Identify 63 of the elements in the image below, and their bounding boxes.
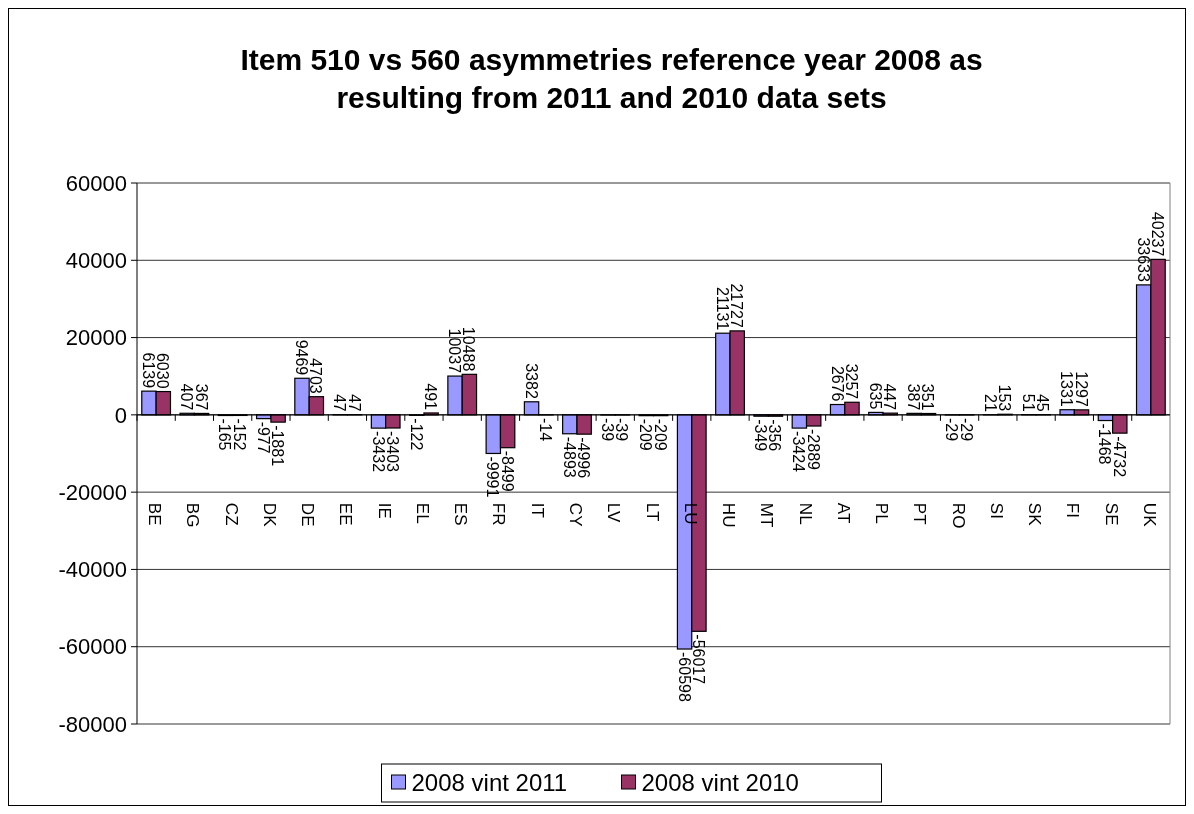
x-tick-label: ES: [451, 502, 471, 526]
data-label: 491: [422, 383, 440, 411]
x-tick-label: SI: [986, 502, 1006, 519]
data-label: -977: [254, 421, 272, 454]
y-tick-label: 40000: [65, 247, 127, 273]
data-label: -60598: [675, 652, 693, 702]
x-tick-label: FI: [1063, 502, 1083, 518]
legend-label: 2008 vint 2010: [641, 769, 799, 797]
y-tick-label: 20000: [65, 325, 127, 351]
data-label: -3432: [369, 431, 387, 473]
data-label: 6139: [139, 352, 157, 389]
y-tick-label: -40000: [58, 557, 127, 583]
data-label: 447: [881, 383, 899, 411]
data-label: 9469: [292, 339, 310, 376]
data-label: 635: [866, 382, 884, 410]
data-label: -4893: [560, 436, 578, 478]
x-tick-label: NL: [795, 502, 815, 525]
data-label: -122: [407, 418, 425, 451]
x-tick-label: IE: [374, 502, 394, 519]
y-tick-label: 60000: [65, 170, 127, 196]
x-tick-label: BG: [183, 502, 203, 528]
data-label: 21: [981, 393, 999, 412]
x-tick-label: CZ: [221, 502, 241, 526]
x-tick-label: DK: [259, 502, 279, 528]
data-label: 3382: [522, 363, 540, 399]
x-tick-label: MT: [757, 502, 777, 528]
x-tick-label: LV: [604, 502, 624, 524]
x-tick-label: UK: [1139, 502, 1159, 528]
y-tick-label: -60000: [58, 634, 127, 660]
data-label: 153: [996, 384, 1014, 412]
data-label: 4703: [307, 358, 325, 394]
data-label: 6030: [154, 352, 172, 389]
x-tick-label: HU: [719, 502, 739, 528]
data-label: -1881: [269, 425, 287, 467]
data-label: 51: [1019, 393, 1037, 412]
x-tick-label: AT: [833, 502, 853, 524]
y-tick-label: -20000: [58, 479, 127, 505]
x-tick-label: EE: [336, 502, 356, 526]
x-tick-label: RO: [948, 502, 968, 529]
x-tick-label: PL: [872, 502, 892, 524]
x-tick-label: EL: [412, 502, 432, 524]
y-tick-label: 0: [114, 402, 127, 428]
data-label: 21131: [713, 286, 731, 331]
x-tick-label: FR: [489, 502, 509, 526]
y-tick-label: -80000: [58, 711, 127, 737]
legend-label: 2008 vint 2011: [411, 769, 568, 797]
data-label: 40237: [1149, 211, 1167, 257]
x-tick-label: LU: [680, 502, 700, 525]
x-tick-label: CY: [565, 502, 585, 527]
x-tick-label: LT: [642, 502, 662, 522]
data-label: 33633: [1134, 237, 1152, 282]
x-tick-label: BE: [145, 502, 165, 526]
data-label: -4996: [575, 437, 593, 479]
x-tick-label: PT: [910, 502, 930, 525]
x-tick-label: SE: [1101, 502, 1121, 526]
data-label: 21727: [728, 283, 746, 328]
x-tick-label: IT: [527, 502, 547, 518]
x-tick-label: SK: [1025, 502, 1045, 527]
x-tick-label: DE: [298, 502, 318, 527]
data-label: 45: [1034, 393, 1052, 412]
data-label: 2676: [828, 365, 846, 402]
chart-title: Item 510 vs 560 asymmetries reference year 2008 as resulting from 2011 and 2010 data sets: [240, 43, 983, 114]
data-label: -14: [536, 417, 554, 442]
